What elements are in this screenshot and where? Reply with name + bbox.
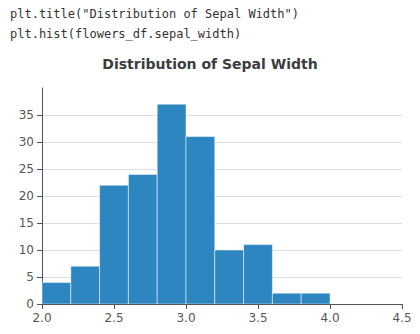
svg-text:15: 15 xyxy=(19,216,34,230)
svg-text:30: 30 xyxy=(19,135,34,149)
svg-text:20: 20 xyxy=(19,189,34,203)
svg-text:4.0: 4.0 xyxy=(320,311,339,325)
svg-text:4.5: 4.5 xyxy=(392,311,411,325)
svg-text:35: 35 xyxy=(19,108,34,122)
svg-text:plt.hist(flowers_df.sepal_widt: plt.hist(flowers_df.sepal_width) xyxy=(10,27,241,41)
svg-text:2.0: 2.0 xyxy=(32,311,51,325)
svg-text:3.0: 3.0 xyxy=(176,311,195,325)
svg-text:2.5: 2.5 xyxy=(104,311,123,325)
svg-text:10: 10 xyxy=(19,243,34,257)
svg-text:3.5: 3.5 xyxy=(248,311,267,325)
svg-text:5: 5 xyxy=(26,270,34,284)
svg-text:25: 25 xyxy=(19,162,34,176)
svg-text:Distribution of Sepal Width: Distribution of Sepal Width xyxy=(102,56,317,72)
svg-text:plt.title("Distribution of Sep: plt.title("Distribution of Sepal Width") xyxy=(10,7,299,21)
svg-text:0: 0 xyxy=(26,297,34,311)
